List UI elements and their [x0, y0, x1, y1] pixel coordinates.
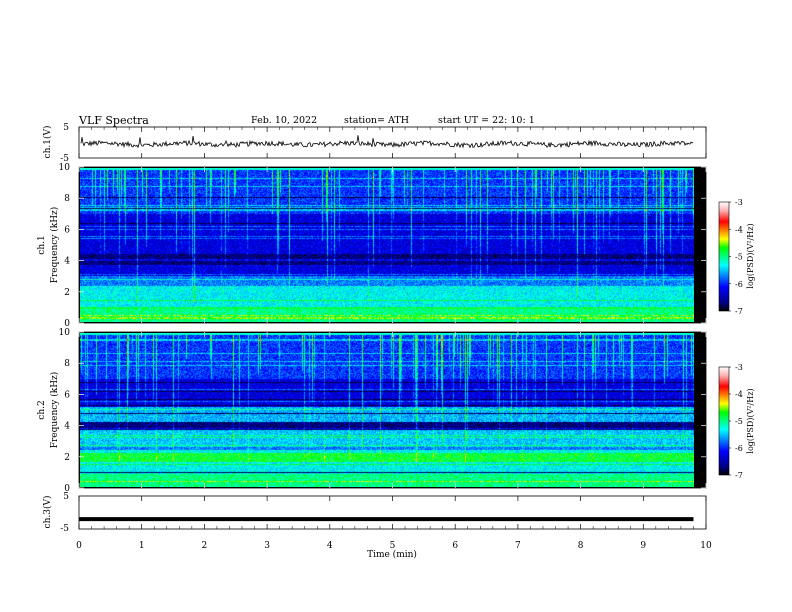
ch3-ytick-bottom: -5: [60, 524, 69, 534]
s2-ytick-label: 0: [64, 484, 70, 494]
xtick-label: 6: [452, 541, 458, 551]
ch1-ytick-top: 5: [63, 123, 69, 133]
xaxis-label: Time (min): [367, 549, 417, 560]
s1-ytick-label: 8: [64, 194, 70, 204]
ch2-colorbar-tick: -3: [735, 363, 743, 372]
xtick-label: 4: [327, 541, 333, 551]
ch1-colorbar-tick: -5: [735, 253, 743, 262]
ch2-spec-ylabel-channel: ch.2: [37, 400, 47, 419]
s2-ytick-label: 6: [64, 390, 70, 400]
ch2-spec-ylabel-freq: Frequency (kHz): [49, 372, 60, 449]
s1-ytick-label: 6: [64, 225, 70, 235]
ch1-colorbar-tick: -4: [735, 225, 743, 234]
ch2-colorbar-tick: -4: [735, 390, 743, 399]
xtick-label: 0: [76, 541, 82, 551]
ch1-colorbar-tick: -3: [735, 198, 743, 207]
ch2-colorbar-tick: -7: [735, 471, 743, 480]
ch3-ytick-top: 5: [63, 492, 69, 502]
ch1-spec-ylabel-channel: ch.1: [37, 235, 47, 254]
ch1-ytick-bottom: -5: [60, 154, 69, 164]
ch2-colorbar: [718, 366, 730, 476]
xtick-label: 8: [578, 541, 584, 551]
ch1-ylabel: ch.1(V): [42, 126, 53, 159]
xtick-label: 1: [139, 541, 145, 551]
s2-ytick-label: 8: [64, 359, 70, 369]
ch1-colorbar-label: log(PSD)(V²/Hz): [746, 223, 755, 288]
xtick-label: 9: [640, 541, 646, 551]
ch1-colorbar: [718, 201, 730, 312]
ch2-colorbar-tick: -6: [735, 444, 743, 453]
s1-ytick-label: 10: [59, 163, 71, 173]
s1-ytick-label: 4: [64, 257, 70, 267]
start-time-label: start UT = 22: 10: 1: [438, 115, 535, 126]
ch2-colorbar-label: log(PSD)(V²/Hz): [746, 388, 755, 453]
ch1-colorbar-tick: -7: [735, 307, 743, 316]
ch1-spectrogram-image: [80, 168, 694, 322]
date-label: Feb. 10, 2022: [251, 115, 317, 126]
s1-ytick-label: 2: [64, 288, 70, 298]
s2-ytick-label: 10: [59, 328, 71, 338]
ch1-colorbar-tick: -6: [735, 280, 743, 289]
chart-marks: 0 1 2 3 4 5 6 7 8 9 1002468100246810-3-4-5-6-7-3-4…: [59, 127, 743, 551]
ch3-ylabel: ch.3(V): [42, 496, 53, 529]
xtick-label: 7: [515, 541, 521, 551]
ch2-spectrogram-image: [80, 333, 694, 487]
xtick-label: 3: [264, 541, 270, 551]
ch1-waveform-trace: [80, 135, 694, 149]
figure-title: VLF Spectra: [78, 114, 149, 127]
ch1-spec-ylabel-freq: Frequency (kHz): [49, 207, 60, 284]
station-label: station= ATH: [344, 115, 409, 126]
s1-ytick-label: 0: [64, 319, 70, 329]
colorbars: log(PSD)(V²/Hz) log(PSD)(V²/Hz): [718, 201, 755, 476]
s2-ytick-label: 2: [64, 453, 70, 463]
xtick-label: 5: [390, 541, 396, 551]
xtick-label: 10: [700, 541, 712, 551]
s2-ytick-label: 4: [64, 422, 70, 432]
ch2-colorbar-tick: -5: [735, 417, 743, 426]
xtick-label: 2: [202, 541, 208, 551]
